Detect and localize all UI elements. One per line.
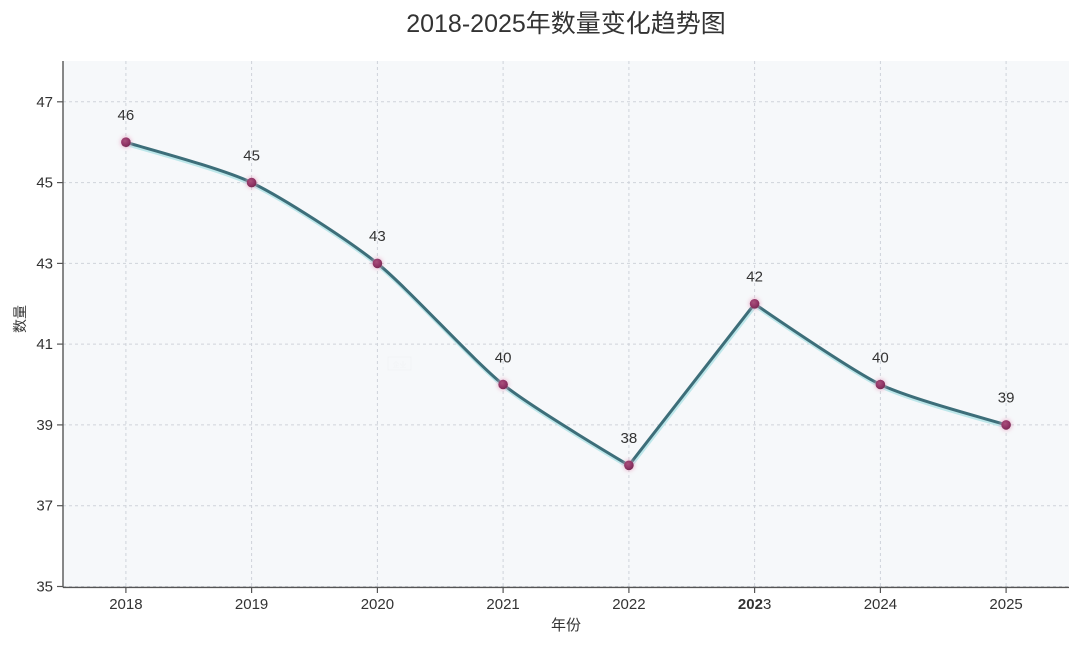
svg-text:37: 37 bbox=[36, 498, 53, 515]
svg-text:47: 47 bbox=[36, 94, 53, 111]
svg-text:42: 42 bbox=[746, 269, 763, 286]
svg-text:40: 40 bbox=[872, 349, 889, 366]
svg-text:43: 43 bbox=[369, 228, 386, 245]
svg-text:38: 38 bbox=[621, 430, 638, 447]
svg-text:39: 39 bbox=[36, 417, 53, 434]
svg-text:45: 45 bbox=[243, 147, 260, 164]
svg-text:2019: 2019 bbox=[235, 596, 268, 613]
svg-text:2021: 2021 bbox=[486, 596, 519, 613]
svg-text:2018: 2018 bbox=[109, 596, 142, 613]
svg-text:企业: 企业 bbox=[393, 360, 407, 369]
svg-text:2020: 2020 bbox=[361, 596, 394, 613]
svg-text:2022: 2022 bbox=[612, 596, 645, 613]
svg-text:40: 40 bbox=[495, 349, 512, 366]
svg-text:35: 35 bbox=[36, 579, 53, 596]
svg-text:41: 41 bbox=[36, 336, 53, 353]
svg-text:39: 39 bbox=[998, 390, 1015, 407]
svg-text:2025: 2025 bbox=[989, 596, 1022, 613]
svg-text:46: 46 bbox=[118, 107, 135, 124]
svg-text:43: 43 bbox=[36, 255, 53, 272]
svg-text:2024: 2024 bbox=[864, 596, 897, 613]
svg-text:45: 45 bbox=[36, 175, 53, 192]
svg-text:2023: 2023 bbox=[738, 596, 771, 613]
